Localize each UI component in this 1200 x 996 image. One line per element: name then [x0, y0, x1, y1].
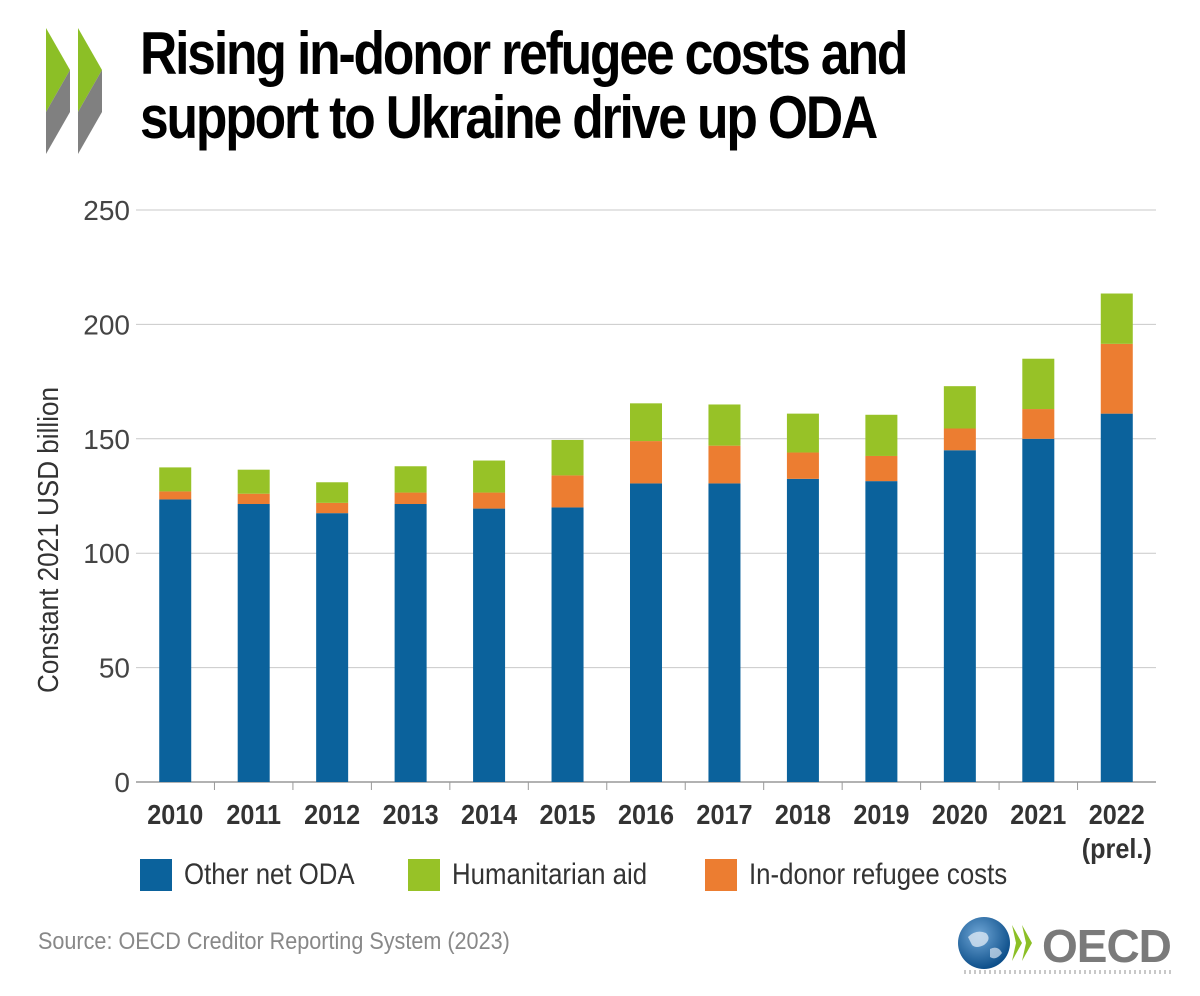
bar-segment	[394, 504, 427, 782]
logo-underline	[964, 970, 1171, 974]
y-tick-label: 250	[83, 195, 130, 226]
bar-segment	[159, 467, 192, 492]
y-tick-label: 0	[114, 767, 130, 798]
bar-segment	[630, 441, 662, 484]
stacked-bar-chart: 0 50 100 150 200 250 2010 2011 2012 2013 2014 2015…	[32, 195, 1156, 865]
bar-segment	[1100, 343, 1133, 414]
x-tick-labels: 2010 2011 2012 2013 2014 2015 2016 2017 2018 2019…	[147, 799, 1152, 865]
x-tick-label: 2012	[304, 799, 360, 831]
y-tick-labels: 0 50 100 150 200 250	[83, 195, 130, 798]
source-note: Source: OECD Creditor Reporting System (…	[38, 928, 510, 955]
bar-segment	[786, 478, 819, 782]
legend-item-other-net-oda: Other net ODA	[140, 857, 382, 893]
y-tick-label: 150	[83, 424, 130, 455]
bar-segment	[473, 460, 506, 493]
bar-segment	[708, 445, 741, 484]
bar-segment	[159, 499, 192, 782]
bar-segment	[551, 475, 584, 508]
bar-segment	[473, 508, 506, 782]
bar-segment	[943, 428, 976, 451]
x-tick-label: 2022	[1089, 799, 1145, 831]
bar-segment	[1100, 293, 1133, 344]
bar-segment	[1022, 358, 1055, 410]
bar-segment	[1100, 413, 1133, 782]
bar-segment	[865, 414, 898, 456]
bar-segment	[394, 466, 427, 493]
legend-label-other-net-oda: Other net ODA	[184, 858, 355, 891]
x-tick-label: 2016	[618, 799, 674, 831]
bar-segment	[316, 513, 349, 782]
legend-swatch-other-net-oda	[140, 859, 172, 891]
legend-item-in-donor-refugee-costs: In-donor refugee costs	[705, 857, 1049, 893]
x-tick-label: 2010	[147, 799, 203, 831]
chevron-grey-1	[46, 70, 70, 154]
legend-label-in-donor-refugee-costs: In-donor refugee costs	[749, 858, 1008, 891]
bar-segment	[316, 502, 349, 514]
oecd-chevron-logo-icon	[46, 28, 102, 154]
x-tick-label: 2014	[461, 799, 517, 831]
bar-segment	[237, 493, 270, 505]
bar-segment	[237, 469, 270, 494]
legend-swatch-in-donor-refugee-costs	[705, 859, 737, 891]
bar-segment	[708, 404, 741, 446]
x-tick-label: 2013	[383, 799, 439, 831]
bar-segment	[159, 491, 192, 500]
bar-segment	[1022, 409, 1055, 439]
chevron-grey-2	[78, 70, 102, 154]
x-tick-label: 2011	[226, 799, 281, 831]
x-tick-label: 2017	[696, 799, 752, 831]
bar-segment	[473, 492, 506, 509]
logo-wordmark: OECD	[1042, 920, 1172, 972]
globe-icon	[958, 917, 1032, 969]
y-tick-label: 200	[83, 309, 130, 340]
bar-segment	[786, 413, 819, 453]
x-tick-label: 2021	[1010, 799, 1066, 831]
bar-segment	[1022, 438, 1055, 782]
bar-segment	[865, 455, 898, 482]
legend-item-humanitarian-aid: Humanitarian aid	[408, 857, 679, 893]
x-tick-label: (prel.)	[1082, 833, 1152, 865]
bar-segment	[316, 482, 349, 503]
x-tick-label: 2018	[775, 799, 831, 831]
oecd-logo: OECD	[956, 915, 1172, 975]
legend-swatch-humanitarian-aid	[408, 859, 440, 891]
bar-segment	[551, 439, 584, 476]
bar-segment	[865, 481, 898, 782]
bar-segment	[237, 504, 270, 782]
y-tick-label: 100	[83, 538, 130, 569]
x-tick-label: 2015	[540, 799, 596, 831]
x-tick-label: 2020	[932, 799, 988, 831]
chevron-green-1	[46, 28, 70, 112]
bar-segment	[708, 483, 741, 782]
page-title: Rising in-donor refugee costs and suppor…	[140, 20, 908, 151]
bar-segment	[943, 450, 976, 782]
bar-segment	[394, 492, 427, 505]
chevron-green-2	[78, 28, 102, 112]
bar-segment	[630, 403, 662, 442]
bar-segment	[786, 452, 819, 479]
legend-label-humanitarian-aid: Humanitarian aid	[452, 858, 648, 891]
y-tick-label: 50	[99, 653, 130, 684]
y-axis-label: Constant 2021 USD billion	[32, 387, 65, 693]
bars	[159, 293, 1133, 782]
bar-segment	[630, 483, 662, 782]
bar-segment	[943, 386, 976, 429]
x-tick-label: 2019	[853, 799, 909, 831]
bar-segment	[551, 507, 584, 782]
